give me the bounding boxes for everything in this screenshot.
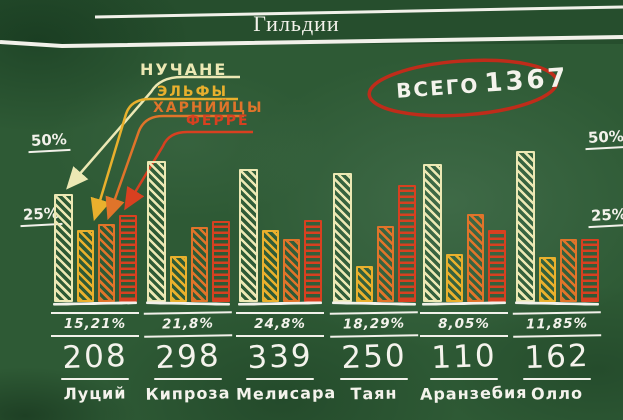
bar-cluster [513,142,601,302]
group-share-percent: 18,29% [329,311,419,338]
group-name-line [153,378,223,380]
bar-group: 15,21% 208 Луций [51,142,139,420]
bar-elfy [538,257,556,302]
bar-ferre [397,185,416,302]
group-share-percent: 11,85% [512,311,602,338]
group-name-line [245,378,315,380]
legend-item-elfy: ЭЛЬФЫ [157,84,228,100]
bar-ferre [580,239,599,302]
bar-nuchane [422,164,442,302]
group-total: 298 [154,337,222,377]
group-baseline [514,301,600,306]
bar-nuchane [146,161,166,302]
bar-nuchane [332,173,352,302]
group-total: 339 [246,337,314,377]
bar-kharniytsy [97,224,115,302]
bar-nuchane [53,194,73,302]
group-name-line [60,378,130,380]
group-name-line [522,378,592,380]
bar-ferre [118,215,137,302]
bar-elfy [445,254,463,302]
total-value: 1367 [483,62,570,99]
bar-elfy [76,230,94,302]
group-city-name: Аранзебия [419,382,528,404]
bar-nuchane [238,169,258,302]
bar-cluster [51,142,139,302]
total-badge: ВСЕГО 1367 [395,63,569,105]
bar-elfy [169,256,187,302]
bar-kharniytsy [466,214,484,302]
group-total: 162 [523,337,591,377]
group-baseline [421,301,507,306]
group-share-percent: 21,8% [143,311,233,338]
group-baseline [145,301,231,306]
group-total: 250 [340,337,408,377]
bar-kharniytsy [282,239,300,302]
bar-cluster [330,142,418,302]
legend-item-kharniytsy: ХАРНИЙЦЫ [153,100,264,116]
group-share-percent: 8,05% [420,312,508,337]
bar-ferre [487,230,506,302]
group-city-name: Мелисара [235,383,337,404]
group-share-percent: 24,8% [236,312,324,337]
bar-cluster [144,142,232,302]
header-underline [0,35,623,49]
bar-group: 21,8% 298 Кипроза [143,142,233,420]
group-city-name: Таян [350,383,398,404]
group-city-name: Олло [530,383,584,404]
bar-elfy [355,266,373,302]
group-baseline [52,301,138,306]
group-city-name: Луций [63,383,127,404]
legend-item-ferre: ФЕРРЕ [186,113,250,129]
bar-elfy [261,230,279,302]
bar-kharniytsy [376,226,394,302]
group-name-line [429,378,499,380]
bar-group: 8,05% 110 Аранзебия [419,142,528,420]
bar-ferre [211,221,230,302]
bar-group: 18,29% 250 Таян [329,142,419,420]
bar-nuchane [515,151,535,302]
group-share-percent: 15,21% [51,312,139,337]
group-baseline [331,301,417,306]
group-total: 208 [61,337,129,377]
group-total: 110 [430,337,498,377]
bar-cluster [420,142,508,302]
bar-group: 11,85% 162 Олло [512,142,602,420]
bar-kharniytsy [190,227,208,302]
bar-kharniytsy [559,239,577,302]
bar-group: 24,8% 339 Мелисара [235,142,337,420]
bar-ferre [303,220,322,302]
page-title: Гильдии [253,11,340,36]
group-city-name: Кипроза [145,383,231,404]
total-label: ВСЕГО [395,73,481,103]
bar-cluster [236,142,324,302]
legend-item-nuchane: НУЧАНЕ [140,60,228,79]
group-baseline [237,301,323,306]
group-name-line [339,378,409,380]
